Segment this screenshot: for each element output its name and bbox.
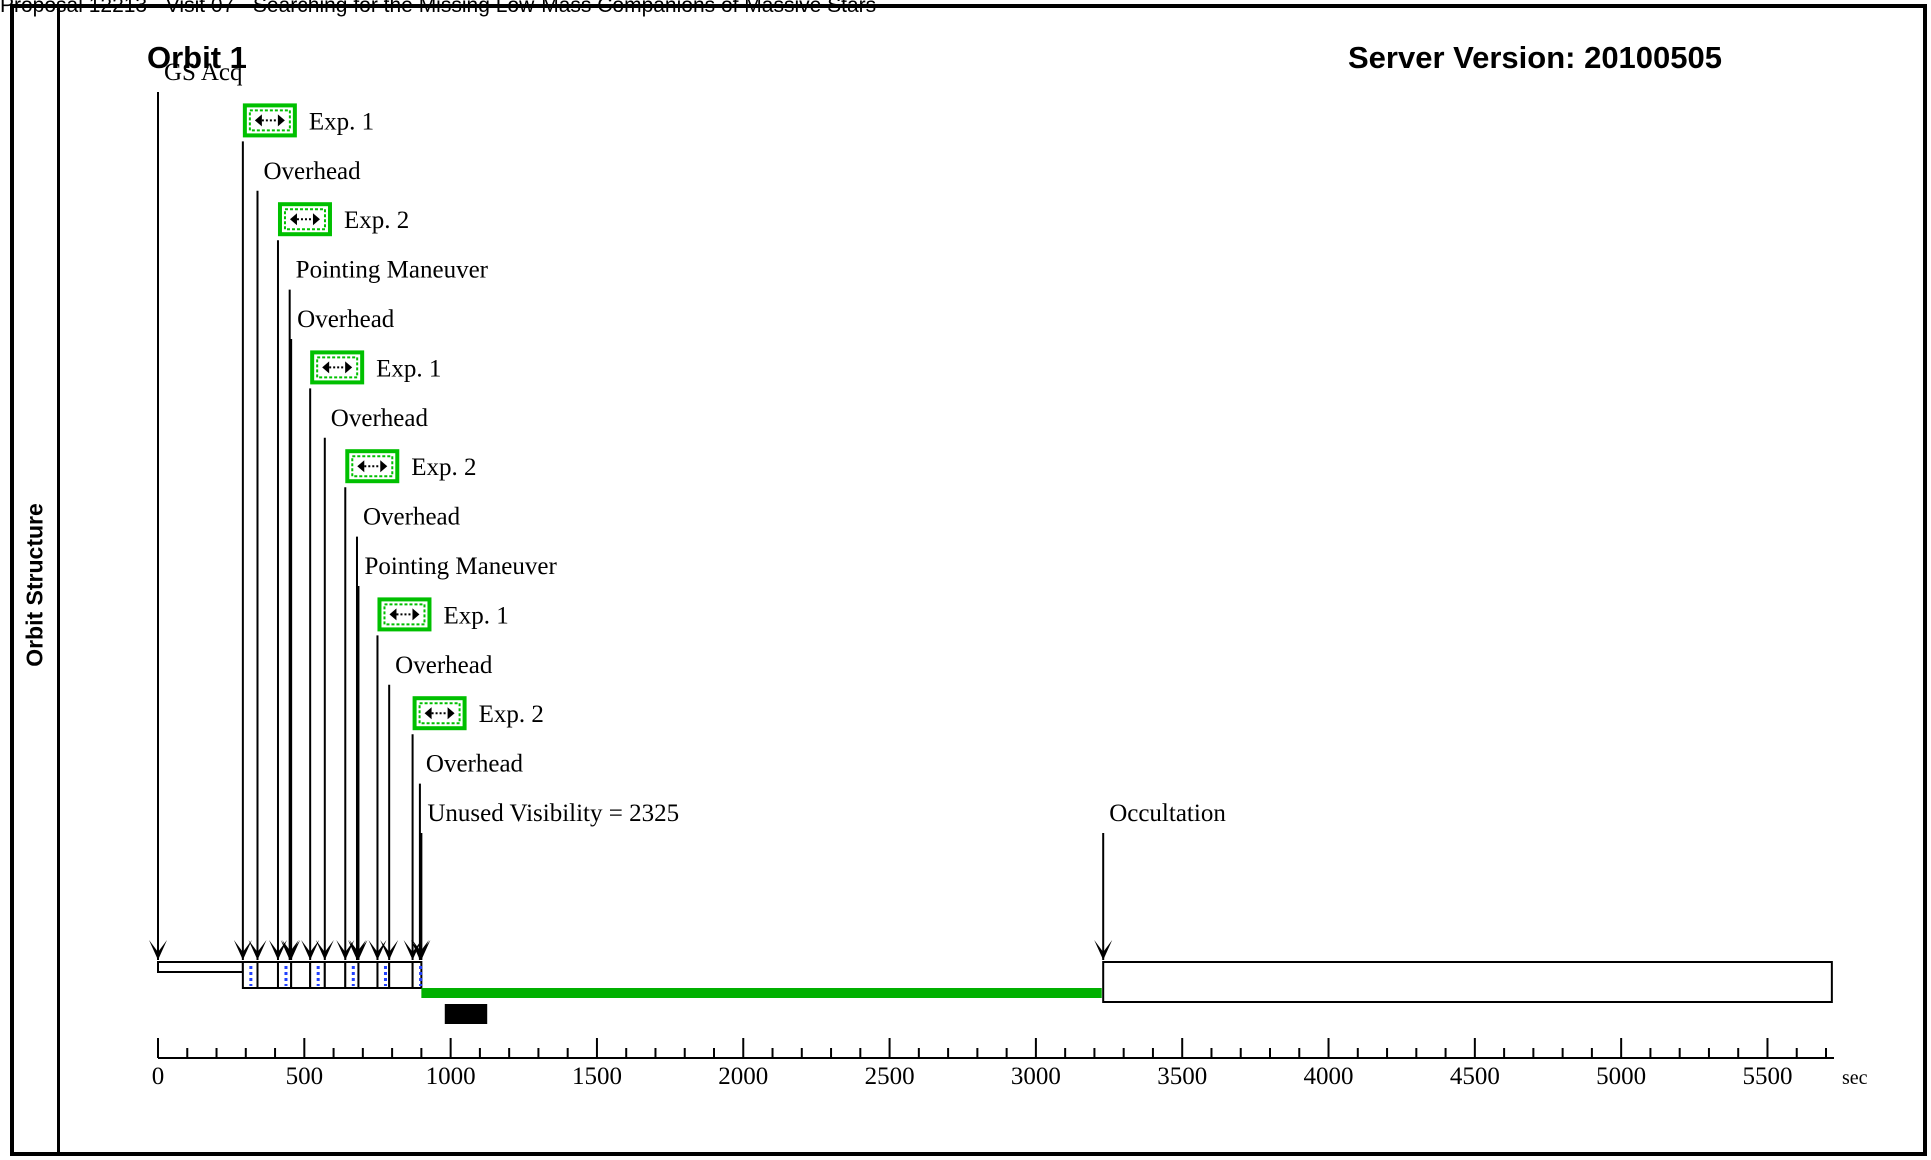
event-label: Exp. 2: [479, 701, 544, 728]
event-label: Occultation: [1109, 800, 1226, 827]
event-label: Pointing Maneuver: [296, 257, 489, 284]
exposure-icon-inner: [351, 455, 394, 478]
arrow-left-icon: [357, 460, 365, 473]
arrowhead-icon: [336, 940, 355, 960]
server-version: Server Version: 20100505: [1348, 40, 1722, 75]
arrowhead-icon: [282, 940, 301, 960]
timeline-block: [376, 961, 391, 989]
event-label: Overhead: [395, 652, 493, 679]
exposure-icon-inner: [283, 208, 326, 231]
axis-tick-label: 500: [286, 1063, 324, 1090]
arrow-right-icon: [312, 213, 320, 226]
axis-tick-label: 4000: [1304, 1063, 1354, 1090]
arrowhead-icon: [403, 940, 422, 960]
exposure-icon-inner: [383, 603, 426, 626]
arrow-right-icon: [345, 361, 353, 374]
arrow-left-icon: [389, 608, 397, 621]
arrow-left-icon: [424, 707, 432, 720]
axis-tick-label: 3500: [1157, 1063, 1207, 1090]
arrow-left-icon: [322, 361, 330, 374]
exposure-icon-inner: [248, 109, 291, 132]
arrowhead-icon: [315, 940, 334, 960]
exposure-icon-inner: [316, 356, 359, 379]
arrow-right-icon: [380, 460, 388, 473]
arrow-left-icon: [254, 114, 262, 127]
axis-tick-label: 3000: [1011, 1063, 1061, 1090]
axis-tick-label: 5500: [1742, 1063, 1792, 1090]
timeline-block: [388, 961, 414, 989]
event-label: Pointing Maneuver: [364, 553, 557, 580]
timeline-block: [357, 961, 379, 989]
axis-unit-label: sec: [1842, 1067, 1868, 1089]
event-label: Overhead: [297, 306, 395, 333]
arrowhead-icon: [412, 940, 431, 960]
arrowhead-icon: [248, 940, 267, 960]
timeline-block: [323, 961, 347, 989]
orbit-structure-sidebar: [10, 4, 60, 1156]
axis-tick-label: 2500: [865, 1063, 915, 1090]
arrowhead-icon: [349, 940, 368, 960]
event-label: Exp. 1: [309, 108, 374, 135]
event-label: Overhead: [331, 405, 429, 432]
timeline-block: [256, 961, 279, 989]
event-label: Exp. 2: [344, 207, 409, 234]
arrow-right-icon: [277, 114, 285, 127]
black-marker: [444, 1004, 488, 1024]
event-label: Overhead: [426, 751, 524, 778]
orbit-title: Orbit 1: [147, 40, 247, 75]
gs-acq-block: [157, 961, 244, 973]
axis-tick-label: 1000: [426, 1063, 476, 1090]
axis-tick-label: 4500: [1450, 1063, 1500, 1090]
arrowhead-icon: [149, 940, 167, 960]
exposure-icon-inner: [418, 702, 461, 725]
event-label: Overhead: [363, 504, 461, 531]
arrow-right-icon: [412, 608, 420, 621]
event-label: Unused Visibility = 2325: [427, 800, 679, 827]
event-label: Exp. 2: [411, 454, 476, 481]
orbit-structure-frame: [10, 4, 1927, 1156]
arrowhead-icon: [233, 940, 252, 960]
arrow-right-icon: [447, 707, 455, 720]
axis-tick-label: 0: [152, 1063, 165, 1090]
axis-tick-label: 2000: [718, 1063, 768, 1090]
arrowhead-icon: [301, 940, 320, 960]
arrowhead-icon: [368, 940, 387, 960]
event-label: Exp. 1: [376, 355, 441, 382]
arrowhead-icon: [268, 940, 287, 960]
event-label: Exp. 1: [443, 602, 508, 629]
arrowhead-icon: [380, 940, 399, 960]
axis-tick-label: 1500: [572, 1063, 622, 1090]
unused-visibility-bar: [421, 988, 1102, 998]
arrowhead-icon: [1094, 940, 1113, 960]
event-label: GS Acq: [164, 59, 243, 86]
occultation-block: [1102, 961, 1833, 1003]
arrow-left-icon: [289, 213, 297, 226]
event-label: Overhead: [263, 158, 361, 185]
timeline-block: [290, 961, 312, 989]
axis-tick-label: 5000: [1596, 1063, 1646, 1090]
